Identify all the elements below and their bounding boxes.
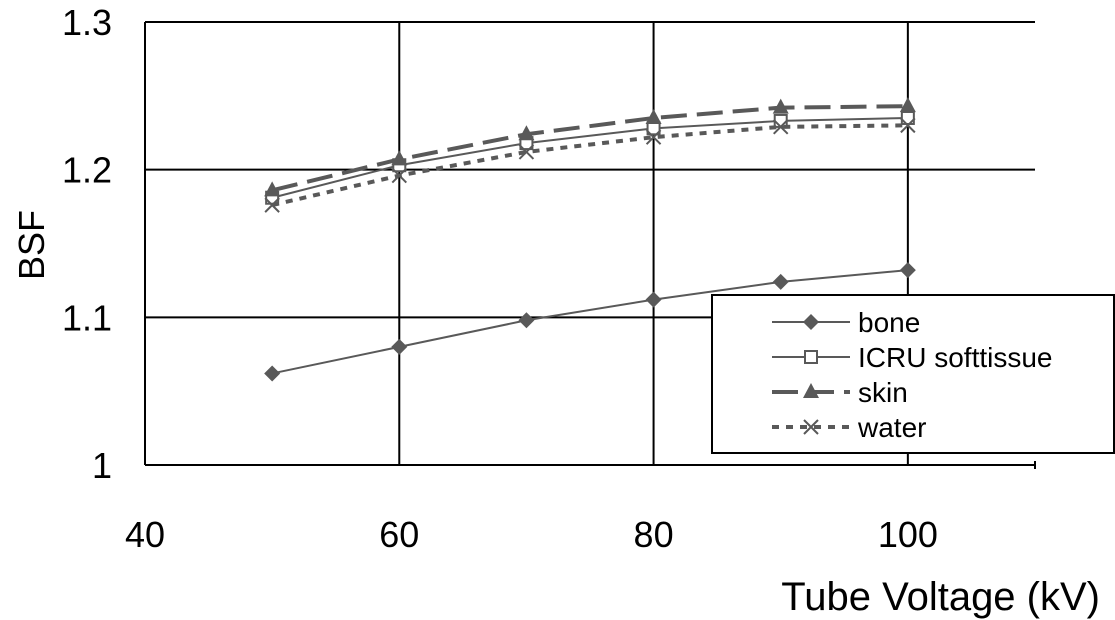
legend-marker-skin — [803, 383, 819, 398]
data-point-water — [645, 129, 662, 145]
data-point-skin — [518, 125, 535, 141]
data-point-water — [518, 144, 535, 160]
data-point-skin — [772, 98, 789, 114]
data-point-bone — [518, 312, 535, 329]
y-tick-label: 1 — [92, 445, 112, 486]
legend-label-water: water — [857, 412, 926, 443]
legend-label-bone: bone — [858, 307, 920, 338]
y-tick-label: 1.2 — [62, 150, 112, 191]
x-marker-stroke — [900, 117, 916, 134]
data-point-water — [264, 197, 280, 213]
y-tick-label: 1.3 — [62, 2, 112, 43]
data-point-bone — [645, 291, 662, 308]
series-line-bone — [271, 269, 908, 375]
legend-marker-icru-softtissue — [804, 350, 818, 364]
legend-marker-bone — [803, 314, 819, 330]
legend-marker-water — [803, 419, 819, 435]
data-point-skin — [391, 150, 408, 166]
x-tick-label: 40 — [125, 514, 165, 555]
x-marker-stroke — [773, 119, 789, 135]
x-tick-label: 100 — [878, 514, 938, 555]
series-line-water — [271, 123, 908, 208]
x-marker-stroke — [518, 144, 535, 160]
data-point-bone — [391, 338, 408, 355]
x-marker-stroke — [645, 129, 662, 145]
axis-layer: 1 1.1 1.2 1.3 40 60 80 100 — [62, 2, 1036, 555]
legend-label-icru-softtissue: ICRU softtissue — [858, 342, 1053, 373]
data-point-bone — [899, 262, 916, 279]
legend: bone ICRU softtissue skin water — [711, 294, 1115, 454]
y-tick-label: 1.1 — [62, 297, 112, 338]
x-marker-stroke — [391, 167, 407, 184]
data-point-bone — [772, 273, 789, 290]
data-point-skin — [645, 108, 662, 124]
y-axis-label: BSF — [11, 210, 52, 280]
x-marker-stroke — [264, 197, 280, 213]
x-tick-label: 60 — [379, 514, 419, 555]
data-point-skin — [264, 181, 281, 197]
x-tick-label: 80 — [634, 514, 674, 555]
series-layer — [264, 97, 916, 382]
data-point-water — [773, 119, 789, 135]
legend-label-skin: skin — [858, 377, 908, 408]
data-point-bone — [264, 365, 281, 382]
data-point-skin — [899, 97, 916, 113]
x-axis-label: Tube Voltage (kV) — [781, 575, 1100, 619]
series-line-skin — [271, 104, 908, 193]
series-line-icru-softtissue — [271, 116, 908, 199]
data-point-water — [391, 167, 407, 184]
x-marker-stroke — [803, 419, 819, 435]
data-point-water — [900, 117, 916, 134]
